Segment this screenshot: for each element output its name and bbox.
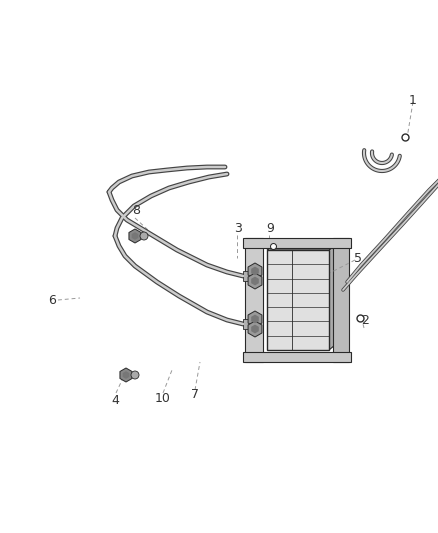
- Polygon shape: [120, 368, 132, 382]
- Bar: [243, 238, 351, 248]
- Text: 8: 8: [132, 204, 140, 216]
- Polygon shape: [248, 273, 262, 289]
- Polygon shape: [248, 321, 262, 337]
- Text: 6: 6: [48, 294, 56, 306]
- Text: 9: 9: [266, 222, 274, 235]
- Polygon shape: [248, 263, 262, 279]
- Bar: [267, 250, 329, 350]
- Polygon shape: [251, 266, 259, 276]
- Polygon shape: [329, 240, 341, 350]
- Text: 3: 3: [234, 222, 242, 235]
- Text: 10: 10: [155, 392, 171, 405]
- Polygon shape: [251, 314, 259, 324]
- Bar: [245, 238, 263, 362]
- Circle shape: [131, 371, 139, 379]
- Polygon shape: [251, 277, 259, 285]
- Polygon shape: [248, 311, 262, 327]
- Bar: [243, 319, 257, 329]
- Text: 4: 4: [111, 393, 119, 407]
- Bar: [333, 238, 349, 362]
- Polygon shape: [251, 325, 259, 334]
- Text: 1: 1: [409, 93, 417, 107]
- Text: 2: 2: [361, 313, 369, 327]
- Circle shape: [140, 232, 148, 240]
- Polygon shape: [123, 371, 129, 379]
- Polygon shape: [129, 229, 141, 243]
- Text: 7: 7: [191, 389, 199, 401]
- Polygon shape: [132, 232, 138, 240]
- Text: 5: 5: [354, 252, 362, 264]
- Bar: [243, 352, 351, 362]
- Polygon shape: [267, 240, 341, 250]
- Bar: [243, 271, 257, 281]
